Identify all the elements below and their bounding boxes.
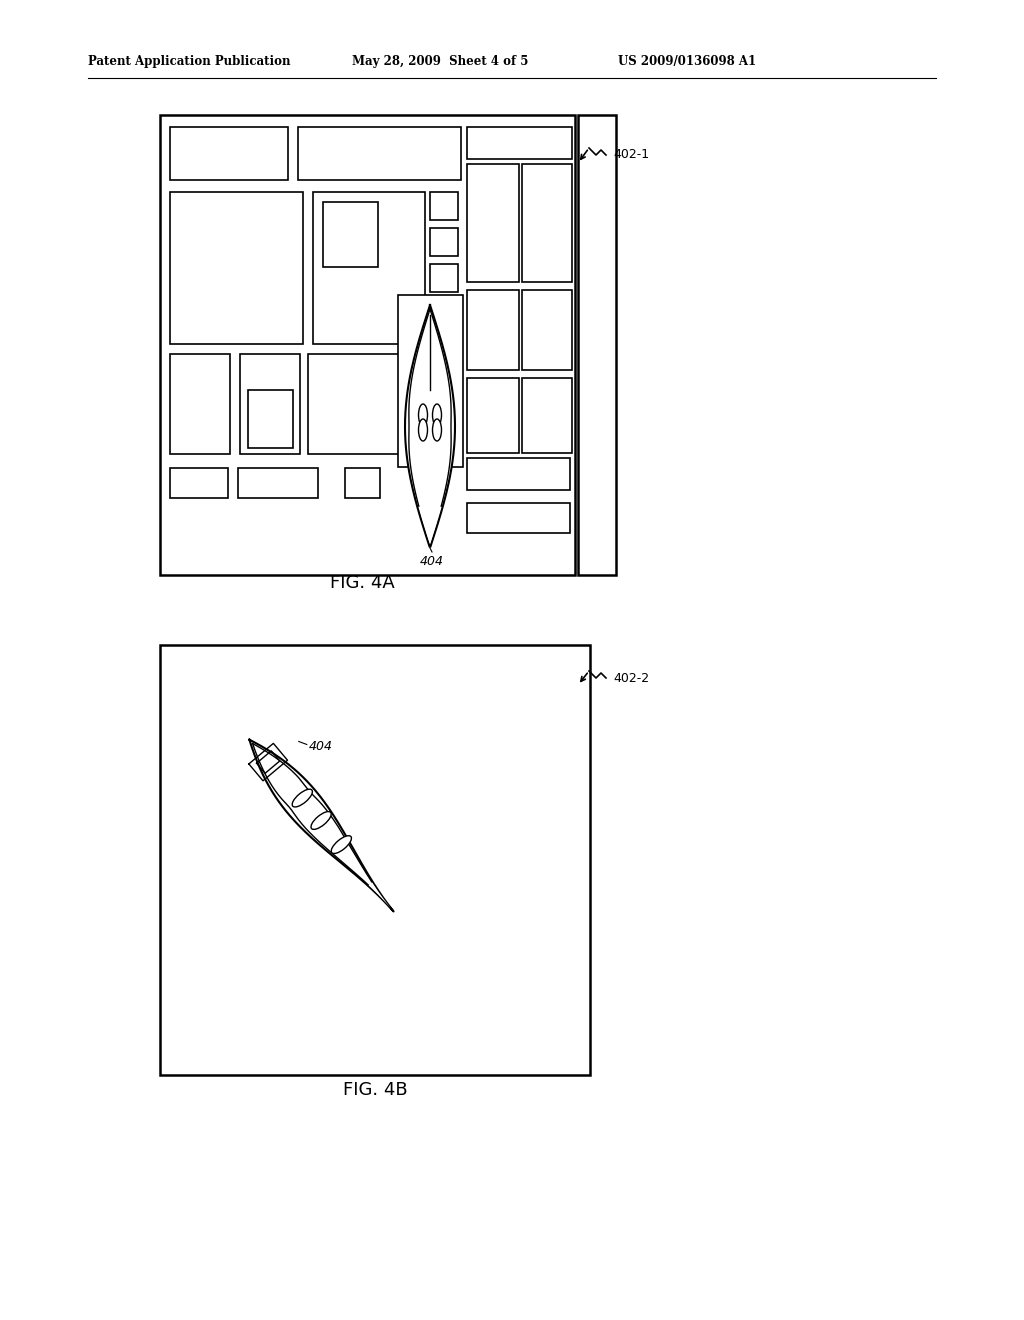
Text: 402-2: 402-2 [613, 672, 649, 685]
Bar [345, 469, 380, 498]
Ellipse shape [432, 418, 441, 441]
Polygon shape [253, 743, 390, 908]
Bar [467, 164, 519, 282]
Bar [298, 127, 461, 180]
Bar [160, 115, 575, 576]
Ellipse shape [419, 418, 427, 441]
Bar [467, 290, 519, 370]
Bar [170, 191, 303, 345]
Text: May 28, 2009  Sheet 4 of 5: May 28, 2009 Sheet 4 of 5 [352, 55, 528, 69]
Polygon shape [409, 309, 452, 543]
Bar [522, 164, 572, 282]
Polygon shape [250, 739, 393, 912]
Text: US 2009/0136098 A1: US 2009/0136098 A1 [618, 55, 756, 69]
Bar [421, 465, 439, 477]
Text: FIG. 4A: FIG. 4A [330, 574, 394, 591]
Bar [578, 115, 616, 576]
Bar [467, 503, 570, 533]
Bar [240, 354, 300, 454]
Bar [522, 290, 572, 370]
Bar [430, 300, 458, 327]
Bar [323, 202, 378, 267]
Text: FIG. 4B: FIG. 4B [343, 1081, 408, 1100]
Bar [467, 458, 570, 490]
Bar [313, 191, 425, 345]
Bar [248, 389, 293, 447]
Text: 404: 404 [420, 554, 444, 568]
Bar [430, 335, 458, 363]
Text: 402-1: 402-1 [613, 149, 649, 161]
Bar [308, 354, 423, 454]
Bar [170, 354, 230, 454]
Bar [416, 459, 444, 482]
Polygon shape [406, 305, 455, 546]
Bar [238, 469, 318, 498]
Ellipse shape [331, 836, 351, 854]
Bar [430, 191, 458, 220]
Ellipse shape [292, 789, 312, 807]
Bar [430, 337, 458, 364]
Bar [170, 127, 288, 180]
Text: 404: 404 [309, 741, 333, 752]
Bar [398, 294, 463, 467]
Ellipse shape [432, 404, 441, 426]
Bar [467, 127, 572, 158]
Bar [430, 300, 458, 327]
Bar [467, 378, 519, 453]
Bar [430, 228, 458, 256]
Bar [430, 264, 458, 292]
Bar [160, 645, 590, 1074]
Ellipse shape [311, 812, 331, 829]
Text: Patent Application Publication: Patent Application Publication [88, 55, 291, 69]
Bar [522, 378, 572, 453]
Ellipse shape [419, 404, 427, 426]
Bar [170, 469, 228, 498]
